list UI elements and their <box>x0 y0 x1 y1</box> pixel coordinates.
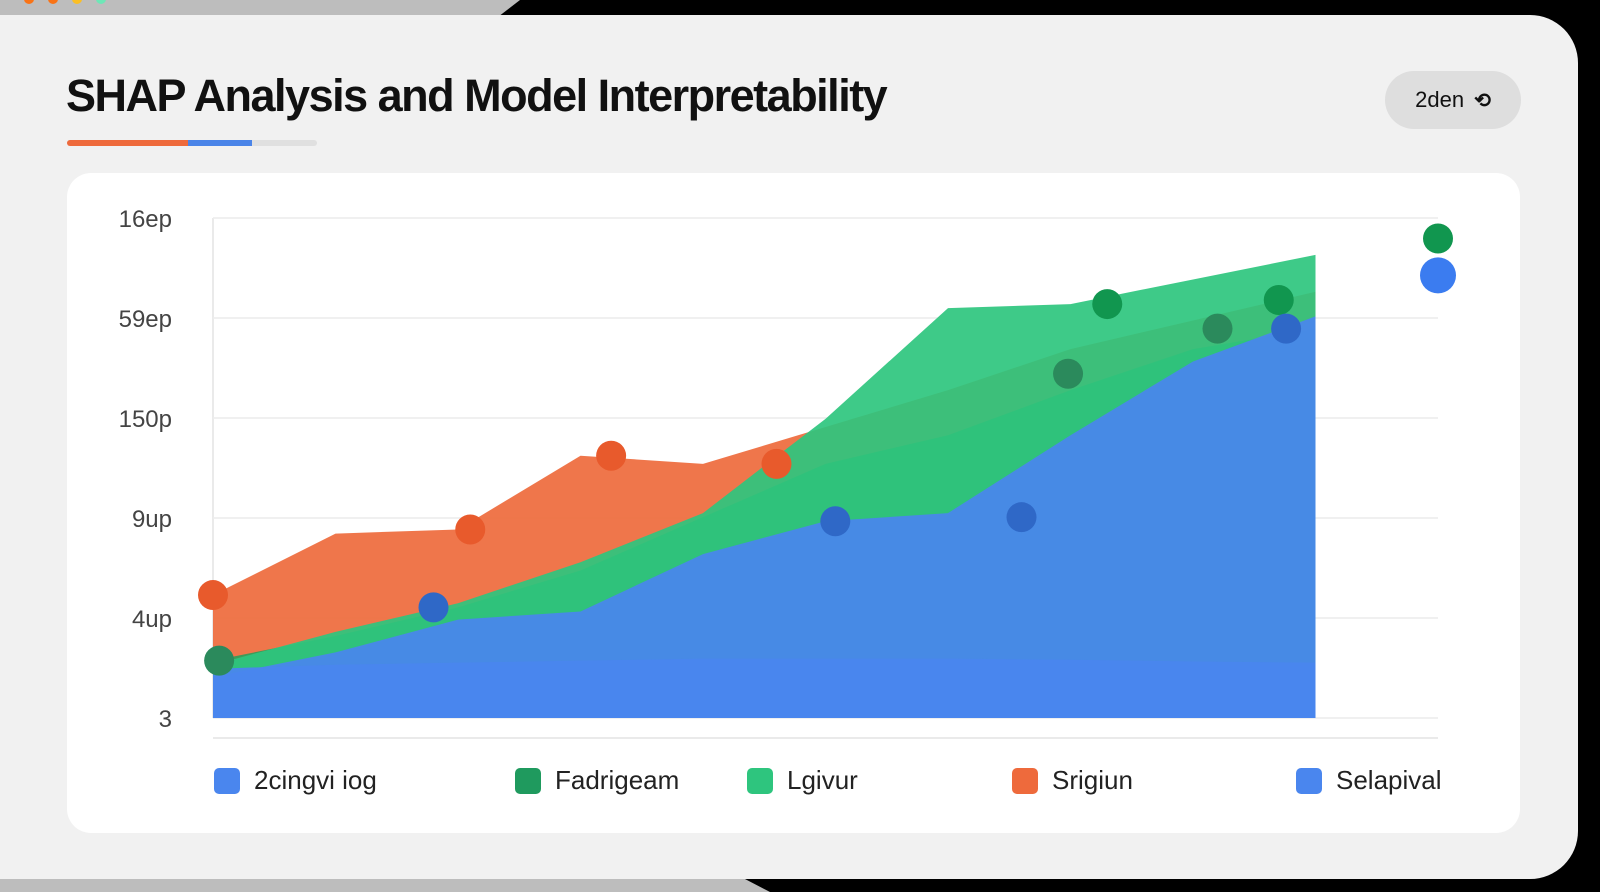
period-toggle-button[interactable]: 2den ⟲ <box>1385 71 1521 129</box>
data-point-2cingvi-iog[interactable] <box>820 506 851 537</box>
legend-swatch <box>1012 767 1038 794</box>
fullscreen-dot-icon[interactable] <box>96 0 106 4</box>
legend-label: Lgivur <box>787 765 858 795</box>
legend-label: Fadrigeam <box>555 765 680 795</box>
data-point-fadrigeam[interactable] <box>1053 358 1084 389</box>
page-title: SHAP Analysis and Model Interpretability <box>66 70 888 121</box>
series-area-selapival <box>213 658 1316 718</box>
data-point-2cingvi-iog[interactable] <box>1006 502 1037 533</box>
period-toggle-label: 2den <box>1415 87 1465 112</box>
underline-orange-segment <box>67 140 188 146</box>
data-point-srigiun[interactable] <box>198 580 228 611</box>
series-area-2cingvi-iog <box>213 316 1316 718</box>
refresh-icon: ⟲ <box>1474 89 1491 112</box>
data-point-srigiun[interactable] <box>455 514 486 545</box>
legend-label: Selapival <box>1336 765 1442 795</box>
data-point-selapival[interactable] <box>1420 257 1456 294</box>
y-tick-label: 4up <box>132 606 172 633</box>
legend-swatch <box>1296 767 1322 794</box>
legend-item[interactable]: Selapival <box>1296 765 1442 796</box>
data-point-lgivur[interactable] <box>1423 223 1453 254</box>
legend-item[interactable]: Lgivur <box>747 765 858 796</box>
legend-swatch <box>515 767 541 794</box>
legend-item[interactable]: Srigiun <box>1012 765 1133 796</box>
y-tick-label: 16ep <box>119 206 172 233</box>
legend-item[interactable]: 2cingvi iog <box>214 765 377 796</box>
close-dot-icon[interactable] <box>24 0 34 4</box>
y-tick-label: 150p <box>119 406 172 433</box>
legend-item[interactable]: Fadrigeam <box>515 765 679 796</box>
underline-blue-segment <box>188 140 252 146</box>
legend-swatch <box>214 767 240 794</box>
window-controls <box>24 0 106 4</box>
data-point-2cingvi-iog[interactable] <box>1271 313 1302 344</box>
window-bottom-bar <box>0 876 770 892</box>
data-point-srigiun[interactable] <box>596 440 627 471</box>
legend-swatch <box>747 767 773 794</box>
legend-label: Srigiun <box>1052 765 1133 795</box>
data-point-2cingvi-iog[interactable] <box>418 592 449 623</box>
window-titlebar <box>0 0 520 16</box>
minimize-dot-icon[interactable] <box>48 0 58 4</box>
title-underline <box>67 140 317 146</box>
maximize-dot-icon[interactable] <box>72 0 82 4</box>
y-tick-label: 3 <box>159 706 172 733</box>
data-point-lgivur[interactable] <box>1263 284 1294 315</box>
data-point-lgivur[interactable] <box>1092 289 1123 320</box>
y-tick-label: 9up <box>132 506 172 533</box>
data-point-srigiun[interactable] <box>761 448 792 479</box>
y-tick-label: 59ep <box>119 306 172 333</box>
data-point-fadrigeam[interactable] <box>204 645 235 676</box>
data-point-fadrigeam[interactable] <box>1202 313 1233 344</box>
legend-label: 2cingvi iog <box>254 765 377 795</box>
